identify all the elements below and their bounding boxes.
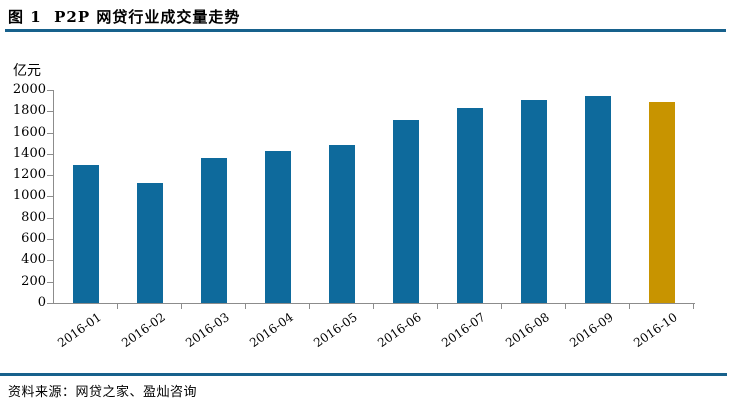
y-axis-tick-label: 200 (21, 274, 46, 289)
y-axis-tick-label: 2000 (12, 82, 46, 97)
y-axis (53, 90, 54, 304)
bottom-divider-rule (0, 373, 727, 376)
y-axis-tick-label: 800 (21, 210, 46, 225)
x-axis-category-label: 2016-09 (567, 310, 617, 351)
x-axis-tick (245, 304, 246, 309)
y-axis-tick-label: 1000 (12, 188, 46, 203)
x-axis-category-label: 2016-01 (55, 310, 105, 351)
bar-2016-05 (329, 145, 355, 303)
bar-2016-09 (585, 96, 611, 303)
y-axis-tick (47, 196, 53, 197)
y-axis-tick-label: 1600 (12, 125, 46, 140)
bar-2016-06 (393, 120, 419, 303)
bar-2016-02 (137, 183, 163, 303)
x-axis-category-label: 2016-06 (375, 310, 425, 351)
y-axis-tick (47, 111, 53, 112)
y-axis-tick-label: 1200 (12, 167, 46, 182)
top-divider-rule (5, 29, 726, 32)
x-axis-tick (373, 304, 374, 309)
y-axis-tick (47, 218, 53, 219)
y-axis-tick (47, 260, 53, 261)
bar-2016-10 (649, 102, 675, 303)
y-axis-tick-label: 1400 (12, 146, 46, 161)
x-axis-category-label: 2016-03 (183, 310, 233, 351)
bar-2016-01 (73, 165, 99, 303)
y-axis-tick (47, 303, 53, 304)
data-source-note: 资料来源：网贷之家、盈灿咨询 (8, 385, 198, 400)
y-axis-tick (47, 133, 53, 134)
x-axis-tick (437, 304, 438, 309)
x-axis-category-label: 2016-10 (631, 310, 681, 351)
x-axis-tick (309, 304, 310, 309)
x-axis-category-label: 2016-08 (503, 310, 553, 351)
bar-2016-04 (265, 151, 291, 303)
y-axis-tick (47, 90, 53, 91)
x-axis-tick (117, 304, 118, 309)
bar-2016-08 (521, 100, 547, 303)
y-axis-tick-label: 0 (37, 295, 46, 310)
y-axis-tick-label: 600 (21, 231, 46, 246)
x-axis-tick (565, 304, 566, 309)
x-axis-category-label: 2016-07 (439, 310, 489, 351)
y-axis-tick (47, 175, 53, 176)
x-axis-category-label: 2016-02 (119, 310, 169, 351)
x-axis-tick (693, 304, 694, 309)
y-axis-tick (47, 282, 53, 283)
y-axis-tick (47, 154, 53, 155)
x-axis-category-label: 2016-05 (311, 310, 361, 351)
bar-2016-03 (201, 158, 227, 303)
y-axis-tick (47, 239, 53, 240)
x-axis-category-label: 2016-04 (247, 310, 297, 351)
y-axis-tick-label: 400 (21, 252, 46, 267)
x-axis (53, 303, 695, 304)
figure-title: 图 1 P2P 网贷行业成交量走势 (8, 8, 241, 26)
y-axis-unit-label: 亿元 (13, 63, 41, 79)
y-axis-tick-label: 1800 (12, 103, 46, 118)
x-axis-tick (629, 304, 630, 309)
x-axis-tick (181, 304, 182, 309)
x-axis-tick (501, 304, 502, 309)
bar-2016-07 (457, 108, 483, 303)
